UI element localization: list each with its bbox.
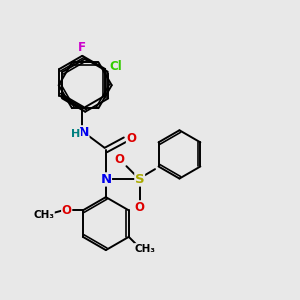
Text: F: F (78, 41, 86, 54)
Text: N: N (79, 126, 89, 139)
Text: O: O (114, 153, 124, 166)
Text: O: O (127, 132, 136, 145)
Text: CH₃: CH₃ (134, 244, 155, 254)
Text: O: O (135, 201, 145, 214)
Text: H: H (71, 129, 80, 139)
Text: O: O (62, 204, 72, 217)
Text: N: N (100, 173, 111, 186)
Text: Cl: Cl (109, 60, 122, 73)
Text: S: S (135, 173, 145, 186)
Text: CH₃: CH₃ (33, 210, 54, 220)
